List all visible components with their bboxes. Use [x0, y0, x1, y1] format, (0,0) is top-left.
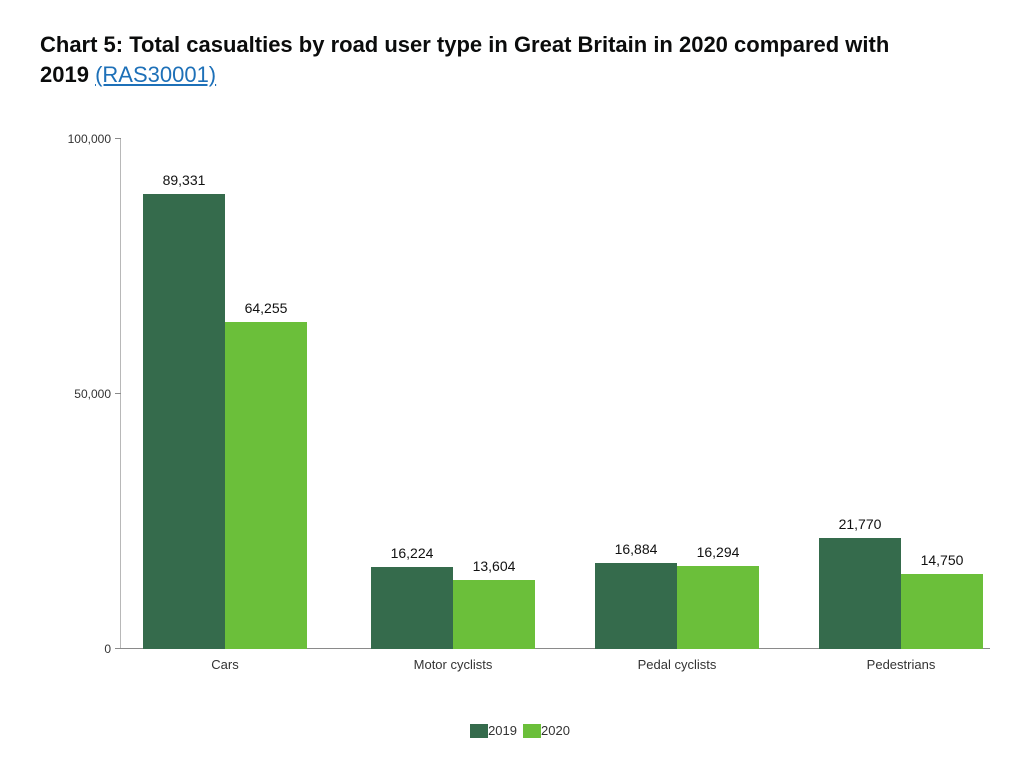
x-category-label: Cars — [211, 649, 238, 672]
legend-swatch — [523, 724, 541, 738]
y-tick-label: 50,000 — [74, 387, 121, 401]
bar: 16,224 — [371, 567, 453, 650]
bar: 89,331 — [143, 194, 225, 650]
bar-value-label: 16,294 — [697, 544, 740, 566]
bar: 21,770 — [819, 538, 901, 649]
bar: 13,604 — [453, 580, 535, 649]
bar-value-label: 14,750 — [921, 552, 964, 574]
legend-label: 2019 — [488, 723, 517, 738]
bar-value-label: 13,604 — [473, 558, 516, 580]
legend-label: 2020 — [541, 723, 570, 738]
legend-swatch — [470, 724, 488, 738]
legend-item: 2019 — [470, 723, 517, 738]
bar-group: 16,88416,294 — [595, 563, 759, 649]
bar-group: 21,77014,750 — [819, 538, 983, 649]
x-category-label: Pedal cyclists — [638, 649, 717, 672]
bar: 64,255 — [225, 322, 307, 650]
bar: 16,294 — [677, 566, 759, 649]
bar: 14,750 — [901, 574, 983, 649]
bar-value-label: 64,255 — [245, 300, 288, 322]
x-category-label: Motor cyclists — [414, 649, 493, 672]
bar-value-label: 16,884 — [615, 541, 658, 563]
chart-container: 050,000100,000Cars89,33164,255Motor cycl… — [40, 129, 1000, 689]
y-tick-mark — [115, 648, 121, 649]
y-tick-label: 0 — [104, 642, 121, 656]
y-tick-mark — [115, 138, 121, 139]
x-category-label: Pedestrians — [867, 649, 936, 672]
bar-group: 16,22413,604 — [371, 567, 535, 650]
chart-title-block: Chart 5: Total casualties by road user t… — [40, 30, 940, 89]
bar: 16,884 — [595, 563, 677, 649]
bar-value-label: 16,224 — [391, 545, 434, 567]
bar-group: 89,33164,255 — [143, 194, 307, 650]
y-tick-mark — [115, 393, 121, 394]
y-tick-label: 100,000 — [68, 132, 121, 146]
legend-item: 2020 — [523, 723, 570, 738]
chart-source-link[interactable]: (RAS30001) — [95, 62, 216, 87]
bar-value-label: 21,770 — [839, 516, 882, 538]
bar-value-label: 89,331 — [163, 172, 206, 194]
legend: 2019 2020 — [40, 723, 1000, 738]
plot-area: 050,000100,000Cars89,33164,255Motor cycl… — [120, 139, 990, 649]
